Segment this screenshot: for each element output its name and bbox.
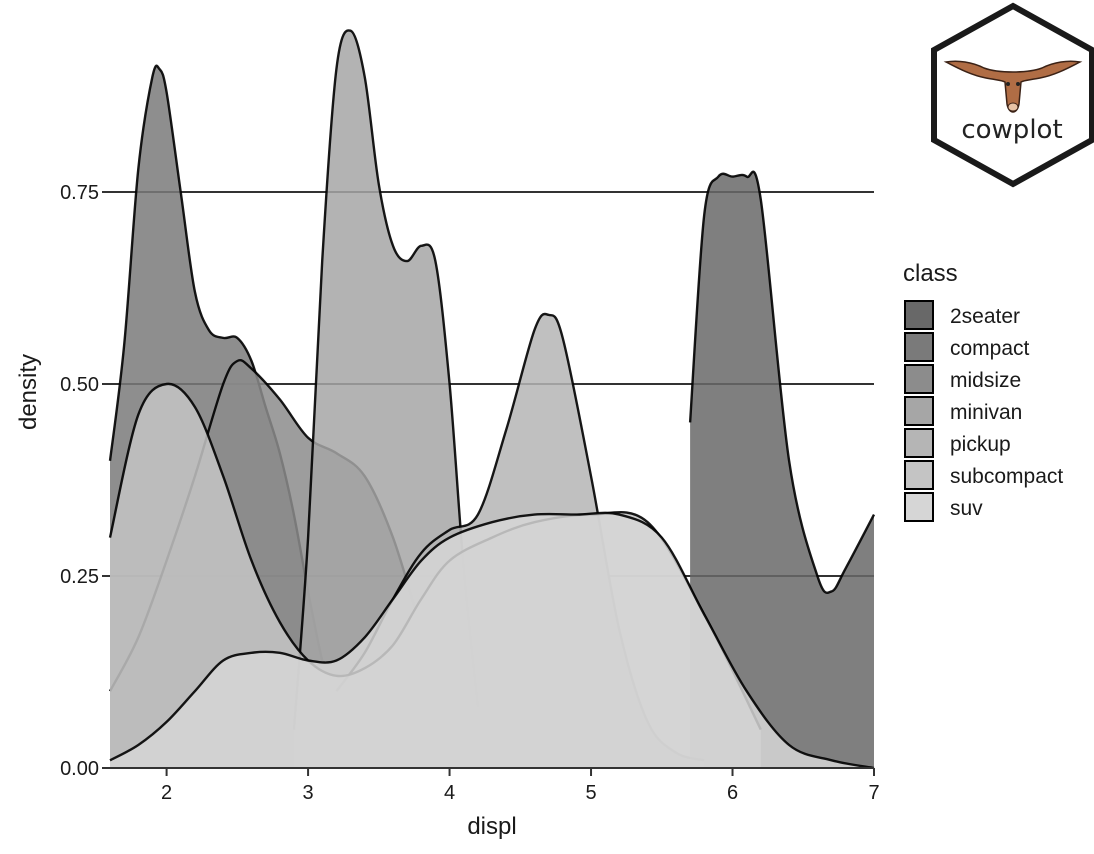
x-tick-label-2: 2: [161, 782, 172, 804]
legend-key-subcompact: [904, 460, 934, 490]
y-tick-label-0: 0.00: [60, 758, 99, 780]
x-tick-label-5: 5: [585, 782, 596, 804]
x-tick-label-6: 6: [727, 782, 738, 804]
density-areas: [108, 29, 876, 770]
legend-key-compact: [904, 332, 934, 362]
y-axis-title: density: [15, 354, 42, 430]
legend-label-2seater: 2seater: [950, 305, 1020, 328]
legend: class 2seater compact midsize minivan pickup…: [903, 260, 1063, 522]
legend-label-minivan: minivan: [950, 401, 1022, 424]
longhorn-icon: [943, 60, 1083, 113]
y-tick-label-2: 0.50: [60, 374, 99, 396]
curve-suv: [109, 511, 875, 770]
legend-key-midsize: [904, 364, 934, 394]
axes: 2 3 4 5 6 7 0.00 0.25 0.50 0.75: [60, 182, 880, 804]
x-axis-title: displ: [467, 813, 516, 840]
legend-key-pickup: [904, 428, 934, 458]
curve-2seater: [688, 170, 876, 594]
legend-label-compact: compact: [950, 337, 1030, 360]
legend-label-pickup: pickup: [950, 433, 1011, 456]
y-tick-label-1: 0.25: [60, 566, 99, 588]
x-tick-label-4: 4: [444, 782, 455, 804]
x-tick-label-3: 3: [303, 782, 314, 804]
legend-key-2seater: [904, 300, 934, 330]
curve-minivan: [292, 29, 480, 730]
legend-label-midsize: midsize: [950, 369, 1021, 392]
legend-label-subcompact: subcompact: [950, 465, 1063, 488]
cowplot-logo: cowplot: [931, 2, 1094, 188]
y-tick-label-3: 0.75: [60, 182, 99, 204]
area-2seater: [690, 171, 874, 768]
x-tick-label-7: 7: [868, 782, 879, 804]
legend-title: class: [903, 260, 958, 287]
legend-key-suv: [904, 492, 934, 522]
legend-label-suv: suv: [950, 497, 983, 520]
area-suv: [110, 512, 874, 768]
legend-key-minivan: [904, 396, 934, 426]
logo-text: cowplot: [961, 115, 1062, 145]
